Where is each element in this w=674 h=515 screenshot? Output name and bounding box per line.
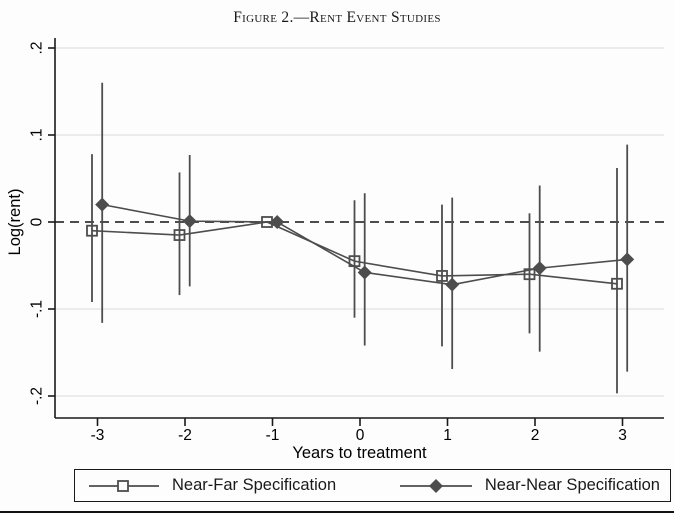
x-tick-label: -3 [91,427,105,444]
hollow-square-marker [173,229,186,241]
x-tick-label: 2 [531,427,540,444]
x-tick-label: 3 [618,427,627,444]
hollow-square-marker [86,224,98,237]
filled-diamond-marker [270,215,285,229]
gridlines [55,47,664,397]
y-tick-label: 0 [29,217,46,226]
bottom-rule [0,511,674,513]
x-tick-label: 1 [443,427,452,444]
event-study-plot: .2 .1 0 -.1 -.2 -3 -2 -1 0 1 2 3 Years to treatment L… [6,38,664,462]
axes: .2 .1 0 -.1 -.2 -3 -2 -1 0 1 2 3 [29,38,664,444]
series-line [91,221,618,285]
filled-diamond-marker [357,265,372,280]
figure-title: Figure 2.—Rent Event Studies [233,9,441,26]
filled-diamond-marker [532,261,547,276]
filled-diamond-marker-icon [399,478,472,493]
x-axis-title: Years to treatment [292,444,427,462]
filled-diamond-marker [182,214,197,229]
y-tick-label: .1 [29,129,46,142]
legend-label-near-near: Near-Near Specification [484,476,660,494]
x-tick-label: -2 [178,427,192,444]
filled-diamond-marker [95,197,110,212]
legend: Near-Far Specification Near-Near Specifi… [74,469,671,502]
y-tick-label: -.1 [29,300,46,318]
hollow-square-marker-icon [89,479,159,492]
y-tick-label: -.2 [29,387,46,405]
y-tick-label: .2 [29,42,46,55]
x-tick-label: -1 [266,427,280,444]
hollow-square-marker [436,270,448,282]
hollow-square-marker [523,268,536,281]
y-axis-title: Log(rent) [6,189,24,256]
series-near-far [86,154,623,394]
x-tick-label: 0 [356,427,365,444]
hollow-square-marker [611,277,623,290]
legend-entry-near-near: Near-Near Specification [399,476,660,495]
filled-diamond-marker [620,252,635,267]
legend-label-near-far: Near-Far Specification [172,476,337,494]
legend-entry-near-far: Near-Far Specification [89,476,336,495]
series-near-near [95,82,635,372]
filled-diamond-marker [445,277,460,292]
